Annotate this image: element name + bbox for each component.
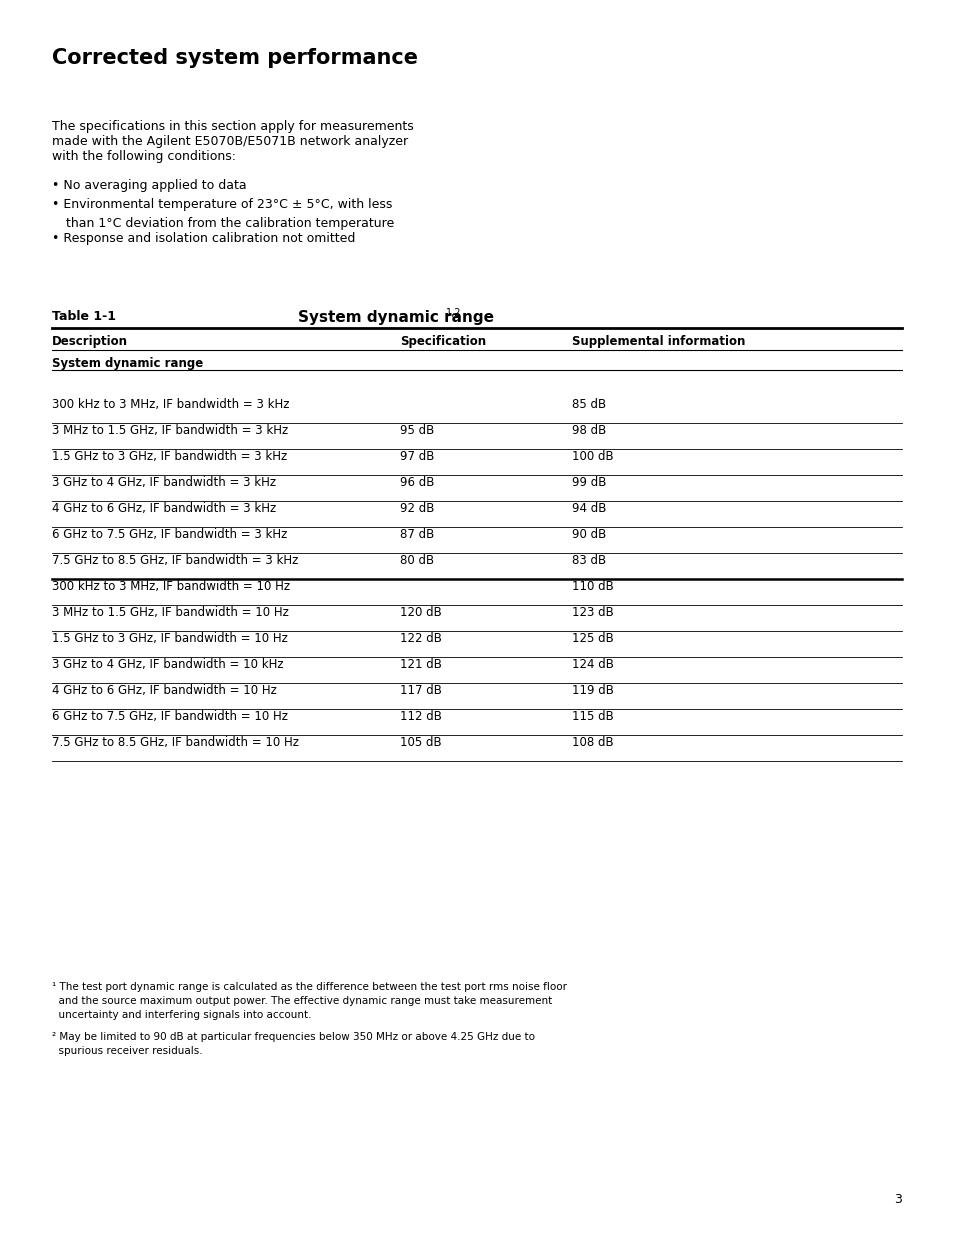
Text: 117 dB: 117 dB	[399, 684, 441, 697]
Text: 1.5 GHz to 3 GHz, IF bandwidth = 10 Hz: 1.5 GHz to 3 GHz, IF bandwidth = 10 Hz	[52, 632, 288, 645]
Text: Table 1-1: Table 1-1	[52, 310, 116, 324]
Text: 110 dB: 110 dB	[572, 580, 613, 593]
Text: 122 dB: 122 dB	[399, 632, 441, 645]
Text: spurious receiver residuals.: spurious receiver residuals.	[52, 1046, 202, 1056]
Text: 300 kHz to 3 MHz, IF bandwidth = 10 Hz: 300 kHz to 3 MHz, IF bandwidth = 10 Hz	[52, 580, 290, 593]
Text: 119 dB: 119 dB	[572, 684, 613, 697]
Text: • Response and isolation calibration not omitted: • Response and isolation calibration not…	[52, 232, 355, 245]
Text: 80 dB: 80 dB	[399, 555, 434, 567]
Text: 100 dB: 100 dB	[572, 450, 613, 463]
Text: 125 dB: 125 dB	[572, 632, 613, 645]
Text: 3 MHz to 1.5 GHz, IF bandwidth = 10 Hz: 3 MHz to 1.5 GHz, IF bandwidth = 10 Hz	[52, 606, 289, 619]
Text: 97 dB: 97 dB	[399, 450, 434, 463]
Text: System dynamic range: System dynamic range	[297, 310, 494, 325]
Text: uncertainty and interfering signals into account.: uncertainty and interfering signals into…	[52, 1010, 312, 1020]
Text: 92 dB: 92 dB	[399, 501, 434, 515]
Text: 3 GHz to 4 GHz, IF bandwidth = 10 kHz: 3 GHz to 4 GHz, IF bandwidth = 10 kHz	[52, 658, 283, 671]
Text: 7.5 GHz to 8.5 GHz, IF bandwidth = 10 Hz: 7.5 GHz to 8.5 GHz, IF bandwidth = 10 Hz	[52, 736, 298, 748]
Text: 4 GHz to 6 GHz, IF bandwidth = 3 kHz: 4 GHz to 6 GHz, IF bandwidth = 3 kHz	[52, 501, 276, 515]
Text: Corrected system performance: Corrected system performance	[52, 48, 417, 68]
Text: made with the Agilent E5070B/E5071B network analyzer: made with the Agilent E5070B/E5071B netw…	[52, 135, 408, 148]
Text: 115 dB: 115 dB	[572, 710, 613, 722]
Text: 300 kHz to 3 MHz, IF bandwidth = 3 kHz: 300 kHz to 3 MHz, IF bandwidth = 3 kHz	[52, 398, 289, 411]
Text: and the source maximum output power. The effective dynamic range must take measu: and the source maximum output power. The…	[52, 995, 552, 1007]
Text: Description: Description	[52, 335, 128, 348]
Text: 123 dB: 123 dB	[572, 606, 613, 619]
Text: 85 dB: 85 dB	[572, 398, 605, 411]
Text: 6 GHz to 7.5 GHz, IF bandwidth = 3 kHz: 6 GHz to 7.5 GHz, IF bandwidth = 3 kHz	[52, 529, 287, 541]
Text: 83 dB: 83 dB	[572, 555, 605, 567]
Text: Specification: Specification	[399, 335, 486, 348]
Text: 121 dB: 121 dB	[399, 658, 441, 671]
Text: 3 GHz to 4 GHz, IF bandwidth = 3 kHz: 3 GHz to 4 GHz, IF bandwidth = 3 kHz	[52, 475, 275, 489]
Text: 1,2: 1,2	[446, 308, 461, 317]
Text: Supplemental information: Supplemental information	[572, 335, 744, 348]
Text: • Environmental temperature of 23°C ± 5°C, with less: • Environmental temperature of 23°C ± 5°…	[52, 198, 392, 211]
Text: than 1°C deviation from the calibration temperature: than 1°C deviation from the calibration …	[66, 217, 394, 230]
Text: 99 dB: 99 dB	[572, 475, 606, 489]
Text: 90 dB: 90 dB	[572, 529, 605, 541]
Text: ² May be limited to 90 dB at particular frequencies below 350 MHz or above 4.25 : ² May be limited to 90 dB at particular …	[52, 1032, 535, 1042]
Text: 108 dB: 108 dB	[572, 736, 613, 748]
Text: 98 dB: 98 dB	[572, 424, 605, 437]
Text: 87 dB: 87 dB	[399, 529, 434, 541]
Text: • No averaging applied to data: • No averaging applied to data	[52, 179, 247, 191]
Text: 94 dB: 94 dB	[572, 501, 606, 515]
Text: 7.5 GHz to 8.5 GHz, IF bandwidth = 3 kHz: 7.5 GHz to 8.5 GHz, IF bandwidth = 3 kHz	[52, 555, 298, 567]
Text: ¹ The test port dynamic range is calculated as the difference between the test p: ¹ The test port dynamic range is calcula…	[52, 982, 566, 992]
Text: 105 dB: 105 dB	[399, 736, 441, 748]
Text: 96 dB: 96 dB	[399, 475, 434, 489]
Text: 6 GHz to 7.5 GHz, IF bandwidth = 10 Hz: 6 GHz to 7.5 GHz, IF bandwidth = 10 Hz	[52, 710, 288, 722]
Text: 4 GHz to 6 GHz, IF bandwidth = 10 Hz: 4 GHz to 6 GHz, IF bandwidth = 10 Hz	[52, 684, 276, 697]
Text: 95 dB: 95 dB	[399, 424, 434, 437]
Text: 3 MHz to 1.5 GHz, IF bandwidth = 3 kHz: 3 MHz to 1.5 GHz, IF bandwidth = 3 kHz	[52, 424, 288, 437]
Text: 112 dB: 112 dB	[399, 710, 441, 722]
Text: with the following conditions:: with the following conditions:	[52, 149, 235, 163]
Text: The specifications in this section apply for measurements: The specifications in this section apply…	[52, 120, 414, 133]
Text: System dynamic range: System dynamic range	[52, 357, 203, 370]
Text: 1.5 GHz to 3 GHz, IF bandwidth = 3 kHz: 1.5 GHz to 3 GHz, IF bandwidth = 3 kHz	[52, 450, 287, 463]
Text: 120 dB: 120 dB	[399, 606, 441, 619]
Text: 124 dB: 124 dB	[572, 658, 613, 671]
Text: 3: 3	[893, 1193, 901, 1207]
